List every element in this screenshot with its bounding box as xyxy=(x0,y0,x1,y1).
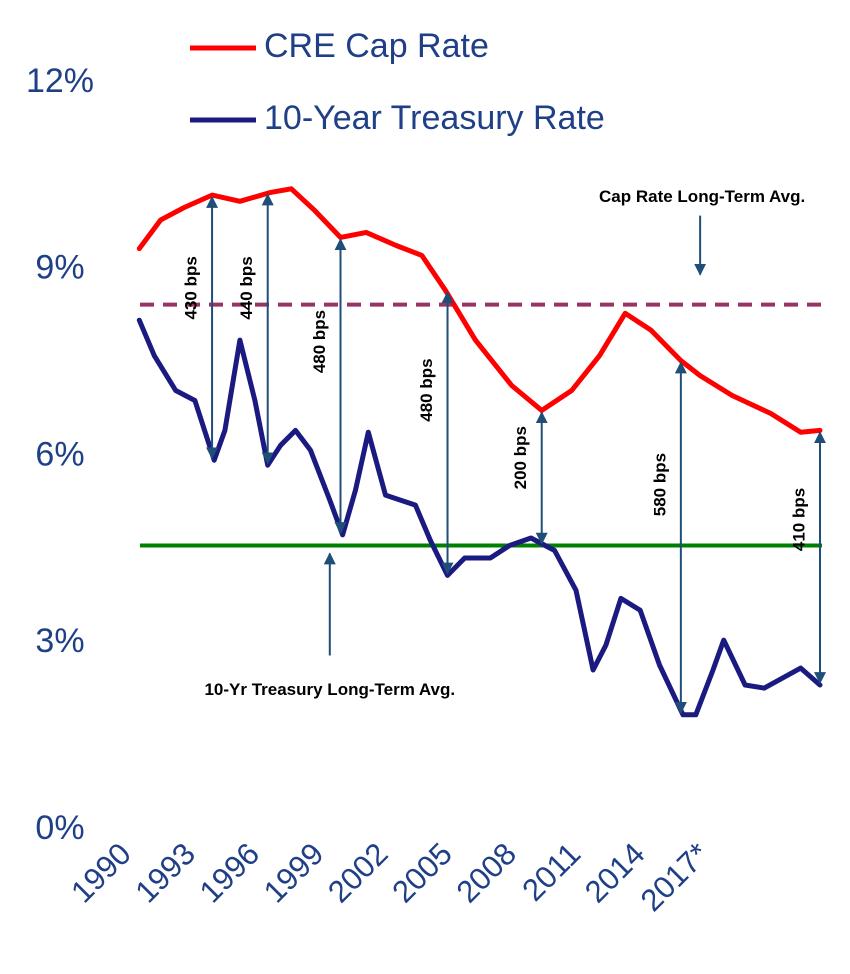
x-tick-label: 1993 xyxy=(128,836,202,910)
legend-label: CRE Cap Rate xyxy=(264,27,489,65)
x-tick-label: 1999 xyxy=(257,836,331,910)
x-tick-label: 1996 xyxy=(193,836,267,910)
y-tick-label: 6% xyxy=(35,435,84,473)
spread-label: 480 bps xyxy=(310,310,329,373)
y-tick-label: 12% xyxy=(26,62,94,100)
line-series xyxy=(136,317,823,718)
spread-label: 410 bps xyxy=(789,488,808,551)
y-tick-label: 0% xyxy=(35,809,84,847)
x-tick-label: 2011 xyxy=(515,836,587,908)
spread-label: 580 bps xyxy=(650,453,669,516)
x-tick-label: 2002 xyxy=(321,836,395,910)
reference-label: 10-Yr Treasury Long-Term Avg. xyxy=(204,680,455,699)
x-tick-label: 2005 xyxy=(385,836,459,910)
x-tick-label: 2008 xyxy=(450,836,524,910)
spread-label: 430 bps xyxy=(182,256,201,319)
reference-label: Cap Rate Long-Term Avg. xyxy=(599,187,805,206)
spread-label: 480 bps xyxy=(417,358,436,421)
legend-label: 10-Year Treasury Rate xyxy=(264,99,605,137)
spread-label: 440 bps xyxy=(237,256,256,319)
line-series xyxy=(136,186,823,435)
spread-label: 200 bps xyxy=(511,426,530,489)
y-tick-label: 3% xyxy=(35,622,84,660)
y-tick-label: 9% xyxy=(35,249,84,287)
x-tick-label: 1990 xyxy=(64,836,138,910)
x-tick-label: 2017* xyxy=(634,836,716,918)
